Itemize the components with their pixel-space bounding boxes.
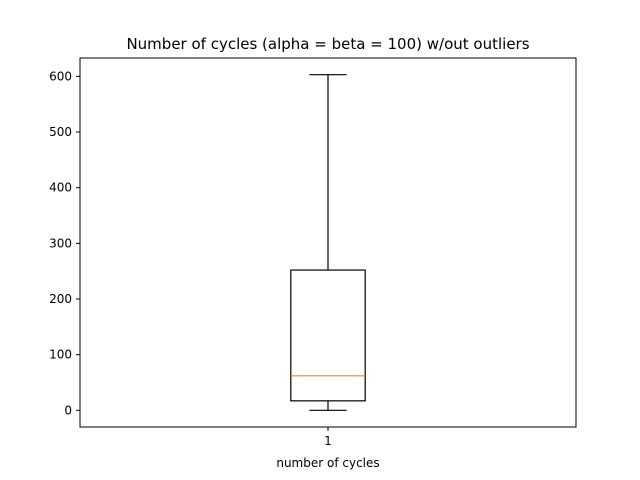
box-iqr xyxy=(290,269,366,402)
y-tick-label: 300 xyxy=(49,236,72,250)
plot-area: 0 100 200 300 400 500 600 1 xyxy=(49,57,577,448)
x-axis-label: number of cycles xyxy=(276,456,379,470)
y-tick-label: 100 xyxy=(49,348,72,362)
chart-title: Number of cycles (alpha = beta = 100) w/… xyxy=(126,35,529,53)
y-tick-label: 400 xyxy=(49,181,72,195)
axes-frame xyxy=(79,57,577,428)
y-tick-label: 200 xyxy=(49,292,72,306)
y-tick-label: 600 xyxy=(49,69,72,83)
y-tick-label: 0 xyxy=(64,403,72,417)
x-tick-label: 1 xyxy=(324,434,332,448)
y-tick-label: 500 xyxy=(49,125,72,139)
